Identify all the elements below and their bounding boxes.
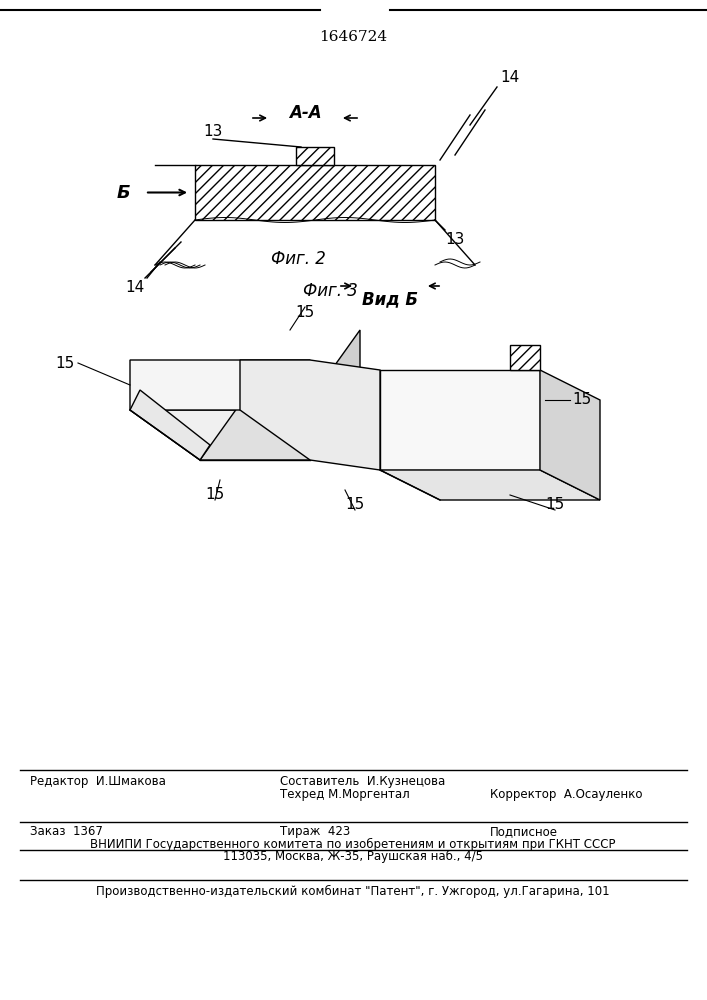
Polygon shape	[130, 360, 310, 410]
Polygon shape	[195, 165, 435, 220]
Text: А-А: А-А	[288, 104, 321, 122]
Text: 14: 14	[125, 280, 145, 295]
Text: Тираж  423: Тираж 423	[280, 825, 350, 838]
Text: ВНИИПИ Государственного комитета по изобретениям и открытиям при ГКНТ СССР: ВНИИПИ Государственного комитета по изоб…	[90, 838, 616, 851]
Text: 14: 14	[500, 70, 519, 85]
Text: Вид Б: Вид Б	[362, 290, 418, 308]
Polygon shape	[240, 360, 380, 470]
Polygon shape	[200, 390, 360, 460]
Text: Редактор  И.Шмакова: Редактор И.Шмакова	[30, 775, 166, 788]
Text: 15: 15	[572, 392, 591, 408]
Text: Фиг. 3: Фиг. 3	[303, 282, 358, 300]
Text: Техред М.Моргентал: Техред М.Моргентал	[280, 788, 410, 801]
Text: Составитель  И.Кузнецова: Составитель И.Кузнецова	[280, 775, 445, 788]
Polygon shape	[540, 370, 600, 500]
Polygon shape	[296, 147, 334, 165]
Polygon shape	[380, 470, 600, 500]
Polygon shape	[310, 330, 360, 460]
Text: Производственно-издательский комбинат "Патент", г. Ужгород, ул.Гагарина, 101: Производственно-издательский комбинат "П…	[96, 885, 610, 898]
Text: Фиг. 2: Фиг. 2	[271, 250, 325, 268]
Text: Б: Б	[116, 184, 130, 202]
Polygon shape	[380, 370, 540, 470]
Text: Корректор  А.Осауленко: Корректор А.Осауленко	[490, 788, 643, 801]
Text: 15: 15	[296, 305, 315, 320]
Text: 1646724: 1646724	[319, 30, 387, 44]
Polygon shape	[130, 410, 310, 460]
Text: 13: 13	[204, 124, 223, 139]
Text: 15: 15	[56, 356, 75, 370]
Text: 15: 15	[346, 497, 365, 512]
Text: 15: 15	[205, 487, 225, 502]
Polygon shape	[510, 345, 540, 370]
Text: 15: 15	[545, 497, 565, 512]
Text: Заказ  1367: Заказ 1367	[30, 825, 103, 838]
Text: 13: 13	[445, 232, 464, 247]
Polygon shape	[130, 390, 210, 460]
Text: Подписное: Подписное	[490, 825, 558, 838]
Text: 113035, Москва, Ж-35, Раушская наб., 4/5: 113035, Москва, Ж-35, Раушская наб., 4/5	[223, 850, 483, 863]
